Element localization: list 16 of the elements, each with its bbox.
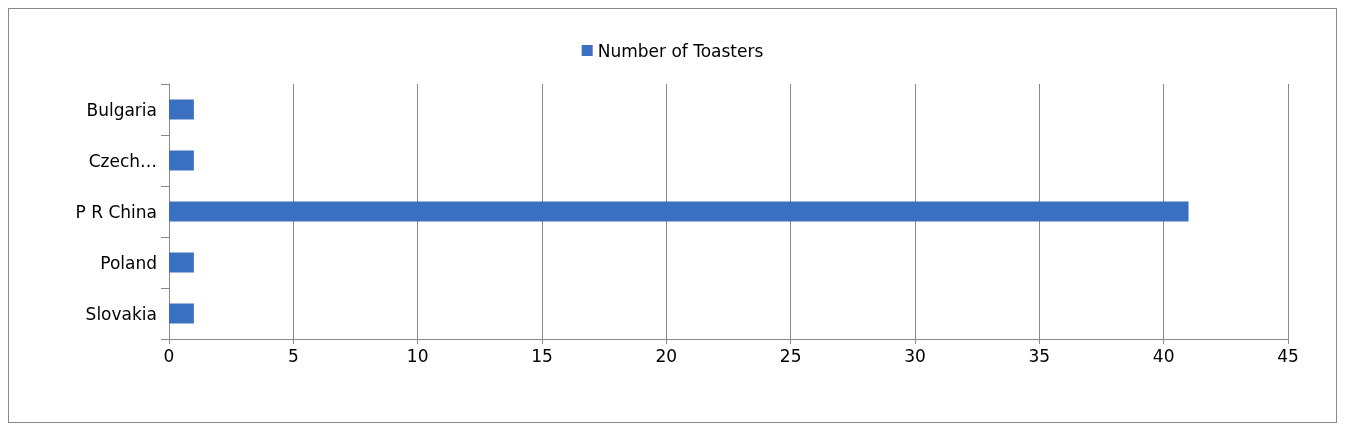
- y-tick-label: Czech…: [88, 150, 157, 171]
- x-tick-label: 30: [904, 345, 926, 366]
- y-tick-label: P R China: [75, 201, 157, 222]
- legend-label: Number of Toasters: [597, 40, 764, 61]
- x-tick-label: 0: [163, 345, 175, 366]
- x-tick-label: 15: [531, 345, 553, 366]
- y-tick-label: Bulgaria: [86, 99, 157, 120]
- y-tick-label: Slovakia: [85, 303, 157, 324]
- x-tick-label: 20: [655, 345, 678, 366]
- x-tick-label: 40: [1152, 345, 1175, 366]
- x-tick-label: 45: [1277, 345, 1299, 366]
- x-tick-label: 35: [1028, 345, 1051, 366]
- x-tick-label: 5: [287, 345, 299, 366]
- x-tick-label: 25: [779, 345, 802, 366]
- x-tick-label: 10: [406, 345, 429, 366]
- y-tick-label: Poland: [100, 252, 157, 273]
